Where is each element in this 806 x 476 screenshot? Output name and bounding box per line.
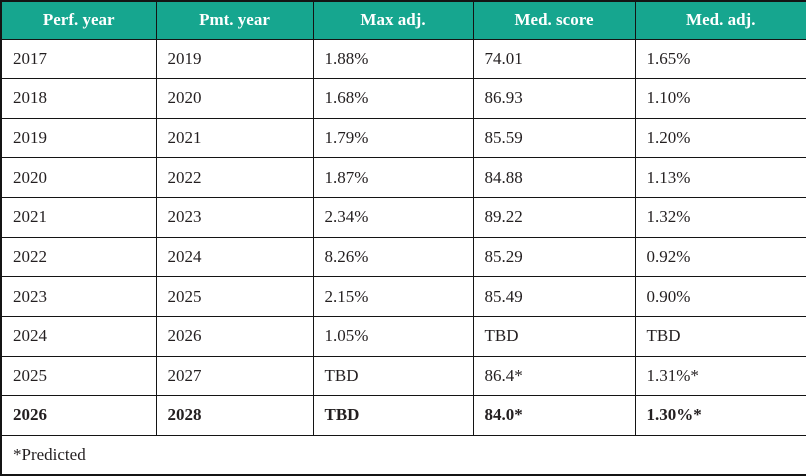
table-cell: 1.68%: [312, 78, 474, 119]
table-cell: 84.88: [472, 157, 636, 198]
table-cell: TBD: [472, 315, 636, 357]
footnote-text: *Predicted: [0, 434, 806, 476]
table-cell: 2022: [155, 157, 314, 198]
table-cell: 2021: [155, 117, 314, 159]
table-cell: TBD: [634, 315, 806, 357]
table-cell: 2026: [155, 315, 314, 357]
table-cell: 2024: [0, 315, 157, 357]
table-cell: 1.05%: [312, 315, 474, 357]
table-cell: TBD: [312, 355, 474, 397]
table-row: 2017 2019 1.88% 74.01 1.65%: [0, 38, 806, 80]
table-cell: 85.59: [472, 117, 636, 159]
table-row: 2025 2027 TBD 86.4* 1.31%*: [0, 355, 806, 397]
table-cell: 2023: [0, 276, 157, 317]
table-cell: 85.29: [472, 236, 636, 278]
table-row: 2020 2022 1.87% 84.88 1.13%: [0, 157, 806, 198]
table-cell: 2.34%: [312, 197, 474, 238]
table-cell: 2024: [155, 236, 314, 278]
table-cell: 1.87%: [312, 157, 474, 198]
table-cell: 2026: [0, 395, 157, 436]
table-cell: 86.4*: [472, 355, 636, 397]
table-row: 2021 2023 2.34% 89.22 1.32%: [0, 197, 806, 238]
table-cell: 84.0*: [472, 395, 636, 436]
table-row: 2023 2025 2.15% 85.49 0.90%: [0, 276, 806, 317]
column-header-med-score: Med. score: [472, 0, 636, 40]
table-cell: 1.65%: [634, 38, 806, 80]
table-row-predicted: 2026 2028 TBD 84.0* 1.30%*: [0, 395, 806, 436]
table-cell: 2025: [0, 355, 157, 397]
table-cell: 2020: [155, 78, 314, 119]
table-cell: 2025: [155, 276, 314, 317]
table-cell: 2019: [155, 38, 314, 80]
table-cell: 1.32%: [634, 197, 806, 238]
table-cell: 2017: [0, 38, 157, 80]
table-cell: 2027: [155, 355, 314, 397]
table-row: 2024 2026 1.05% TBD TBD: [0, 315, 806, 357]
table-cell: 1.88%: [312, 38, 474, 80]
header-row: Perf. year Pmt. year Max adj. Med. score…: [0, 0, 806, 40]
table-cell: 2.15%: [312, 276, 474, 317]
table-cell: 2020: [0, 157, 157, 198]
table-cell: 1.20%: [634, 117, 806, 159]
table-cell: 0.90%: [634, 276, 806, 317]
footnote-row: *Predicted: [0, 434, 806, 476]
table-cell: 86.93: [472, 78, 636, 119]
table-cell: 0.92%: [634, 236, 806, 278]
table-cell: TBD: [312, 395, 474, 436]
column-header-max-adj: Max adj.: [312, 0, 474, 40]
column-header-med-adj: Med. adj.: [634, 0, 806, 40]
table-cell: 85.49: [472, 276, 636, 317]
table-cell: 89.22: [472, 197, 636, 238]
table-cell: 2022: [0, 236, 157, 278]
table-cell: 1.10%: [634, 78, 806, 119]
column-header-pmt-year: Pmt. year: [155, 0, 314, 40]
table-cell: 1.30%*: [634, 395, 806, 436]
column-header-perf-year: Perf. year: [0, 0, 157, 40]
table-cell: 1.13%: [634, 157, 806, 198]
table-cell: 8.26%: [312, 236, 474, 278]
table-cell: 2019: [0, 117, 157, 159]
table-cell: 2021: [0, 197, 157, 238]
table-cell: 1.79%: [312, 117, 474, 159]
table-row: 2022 2024 8.26% 85.29 0.92%: [0, 236, 806, 278]
table-cell: 2018: [0, 78, 157, 119]
table-cell: 2023: [155, 197, 314, 238]
table-cell: 1.31%*: [634, 355, 806, 397]
table-cell: 2028: [155, 395, 314, 436]
table-row: 2018 2020 1.68% 86.93 1.10%: [0, 78, 806, 119]
table-row: 2019 2021 1.79% 85.59 1.20%: [0, 117, 806, 159]
table-cell: 74.01: [472, 38, 636, 80]
